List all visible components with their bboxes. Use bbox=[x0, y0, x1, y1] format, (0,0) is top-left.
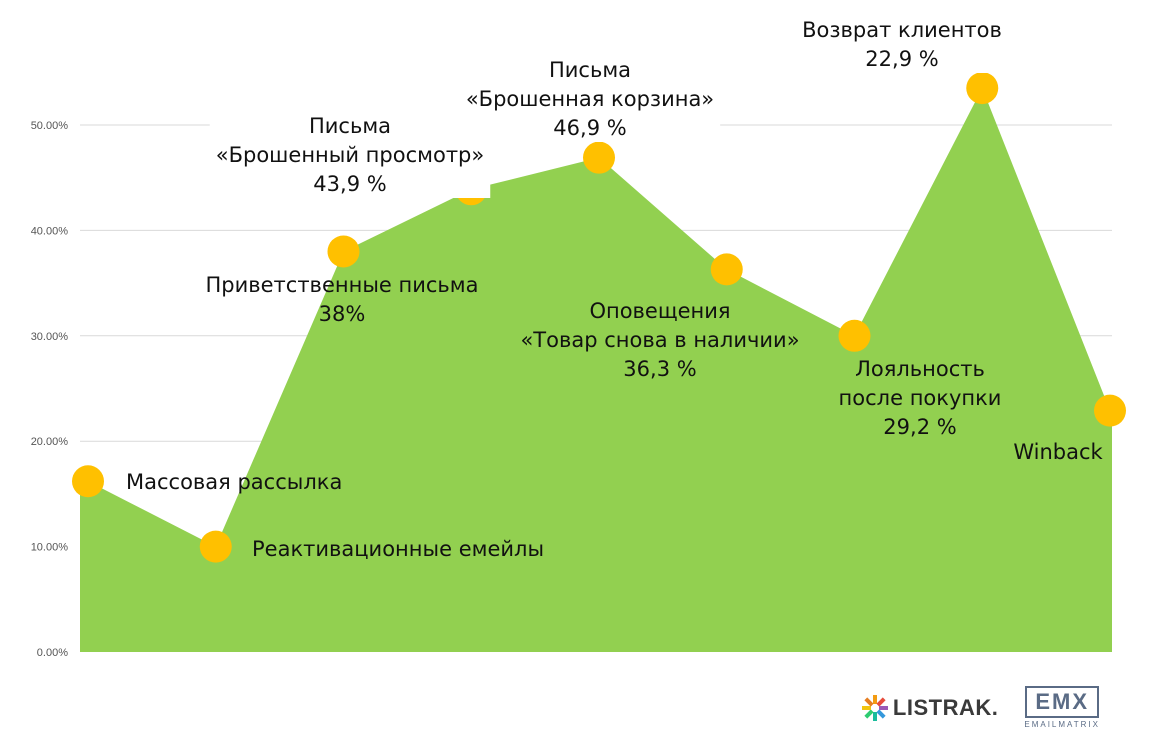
data-point bbox=[583, 141, 615, 174]
data-label-line: Приветственные письма bbox=[205, 273, 478, 297]
y-tick-label: 40.00% bbox=[31, 225, 69, 237]
data-label-line: «Брошенный просмотр» bbox=[216, 143, 485, 167]
y-tick-label: 0.00% bbox=[37, 647, 68, 659]
data-label-line: «Брошенная корзина» bbox=[466, 87, 714, 111]
data-point bbox=[1094, 394, 1126, 427]
listrak-logo-text: LISTRAK. bbox=[892, 694, 999, 720]
data-label-background bbox=[459, 56, 721, 142]
data-label-line: Массовая рассылка bbox=[126, 470, 342, 494]
data-label-line: Лояльность bbox=[855, 357, 985, 381]
data-label-background bbox=[209, 112, 491, 198]
listrak-burst-icon bbox=[861, 694, 888, 721]
data-label-line: Winback bbox=[1013, 440, 1103, 464]
data-label-background bbox=[796, 16, 1008, 73]
data-label-line: Письма bbox=[549, 58, 631, 82]
data-point bbox=[199, 530, 232, 563]
data-label-line: 38% bbox=[319, 302, 366, 326]
data-label: Письма «Брошенная корзина» 46,9 % bbox=[459, 56, 721, 142]
data-point bbox=[72, 465, 104, 498]
data-label-line: Письма bbox=[309, 114, 391, 138]
emx-logo-subtext: EMAILMATRIX bbox=[1024, 720, 1100, 729]
data-label: Приветственные письма 38% bbox=[205, 273, 478, 326]
data-label-line: Возврат клиентов bbox=[802, 18, 1002, 42]
footer-logos: LISTRAK. EMX EMAILMATRIX bbox=[861, 686, 1100, 729]
emx-logo-text: EMX bbox=[1025, 686, 1100, 718]
data-label: Письма «Брошенный просмотр» 43,9 % bbox=[209, 112, 491, 198]
emailmatrix-logo: EMX EMAILMATRIX bbox=[1024, 686, 1100, 729]
data-label-line: 36,3 % bbox=[623, 357, 696, 381]
data-label: Оповещения «Товар снова в наличии» 36,3 % bbox=[520, 299, 799, 381]
y-tick-label: 10.00% bbox=[31, 542, 69, 554]
data-label: Лояльность после покупки 29,2 % bbox=[839, 357, 1002, 439]
data-point bbox=[966, 72, 999, 105]
data-label: Массовая рассылка bbox=[126, 470, 342, 494]
y-tick-label: 20.00% bbox=[31, 436, 69, 448]
data-point bbox=[327, 235, 360, 268]
data-label-line: Реактивационные емейлы bbox=[252, 537, 544, 561]
y-tick-label: 50.00% bbox=[31, 120, 69, 132]
data-label-line: «Товар снова в наличии» bbox=[520, 328, 799, 352]
y-axis-ticks: 0.00% 10.00% 20.00% 30.00% 40.00% 50.00% bbox=[31, 120, 69, 659]
data-point bbox=[838, 319, 871, 352]
data-label-line: после покупки bbox=[839, 386, 1002, 410]
data-point bbox=[710, 253, 743, 286]
y-tick-label: 30.00% bbox=[31, 331, 69, 343]
listrak-logo: LISTRAK. bbox=[861, 694, 998, 722]
data-label: Возврат клиентов 22,9 % bbox=[796, 16, 1008, 73]
area-series bbox=[80, 88, 1112, 653]
data-label-line: 29,2 % bbox=[883, 415, 956, 439]
data-label-line: Оповещения bbox=[589, 299, 730, 323]
data-label-line: 43,9 % bbox=[313, 172, 386, 196]
data-label-line: 22,9 % bbox=[865, 47, 938, 71]
data-label-line: 46,9 % bbox=[553, 116, 626, 140]
data-label: Реактивационные емейлы bbox=[252, 537, 544, 561]
data-label: Winback bbox=[1013, 440, 1103, 464]
data-labels: Массовая рассылка Реактивационные емейлы П… bbox=[126, 16, 1104, 561]
